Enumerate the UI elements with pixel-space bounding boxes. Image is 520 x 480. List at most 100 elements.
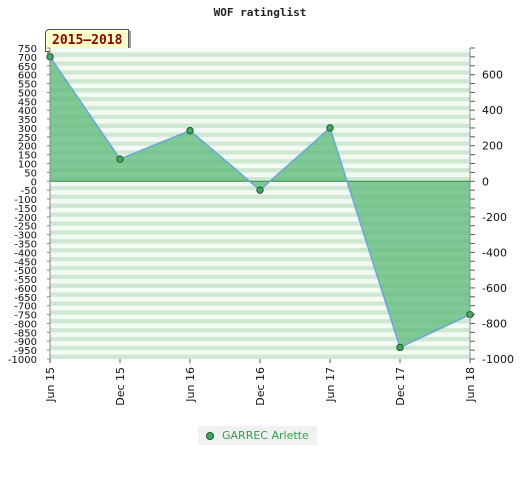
left-tick-label: -50	[21, 186, 37, 197]
left-tick-label: 100	[18, 160, 37, 171]
background-band	[50, 221, 470, 226]
background-band	[50, 296, 470, 302]
background-band	[50, 230, 470, 235]
legend-series-label: GARREC Arlette	[222, 429, 309, 442]
background-band	[50, 261, 470, 266]
right-tick-label: -200	[482, 211, 507, 224]
legend-marker-icon	[206, 432, 214, 440]
background-band	[50, 310, 470, 315]
background-band	[50, 70, 470, 75]
background-band	[50, 332, 470, 337]
x-tick-label: Dec 17	[394, 367, 407, 406]
background-band	[50, 145, 470, 151]
background-band	[50, 136, 470, 142]
series-area	[50, 56, 470, 348]
right-tick-label: -1000	[482, 353, 514, 366]
background-band	[50, 341, 470, 346]
background-band	[50, 287, 470, 293]
background-band	[50, 314, 470, 320]
background-band	[50, 194, 470, 200]
x-tick-label: Jun 18	[464, 367, 477, 403]
background-band	[50, 176, 470, 182]
left-tick-label: -950	[14, 346, 37, 357]
left-tick-label: 250	[18, 133, 37, 144]
background-band	[50, 350, 470, 355]
background-band	[50, 203, 470, 208]
right-tick-label: 0	[482, 175, 489, 188]
right-tick-label: -800	[482, 317, 507, 330]
background-band	[50, 212, 470, 217]
background-band	[50, 87, 470, 93]
left-tick-label: -150	[14, 204, 37, 215]
data-point	[116, 155, 124, 163]
background-band	[50, 234, 470, 240]
background-band	[50, 83, 470, 88]
x-tick-label: Dec 16	[254, 367, 267, 406]
left-tick-label: 350	[18, 115, 37, 126]
right-tick-label: 400	[482, 104, 503, 117]
background-band	[50, 154, 470, 160]
left-tick-label: -400	[14, 248, 37, 259]
background-band	[50, 167, 470, 173]
left-tick-label: 600	[18, 71, 37, 82]
left-tick-label: 0	[31, 177, 37, 188]
chart-legend: GARREC Arlette	[198, 426, 317, 445]
x-tick-label: Dec 15	[114, 367, 127, 406]
right-tick-label: 200	[482, 140, 503, 153]
background-band	[50, 159, 470, 164]
left-tick-label: -500	[14, 266, 37, 277]
background-band	[50, 327, 470, 333]
left-tick-label: -700	[14, 302, 37, 313]
background-band	[50, 163, 470, 168]
background-band	[50, 101, 470, 106]
left-tick-label: 150	[18, 151, 37, 162]
background-band	[50, 123, 470, 128]
left-tick-label: -450	[14, 257, 37, 268]
background-band	[50, 199, 470, 204]
right-tick-label: -600	[482, 282, 507, 295]
left-tick-label: -900	[14, 337, 37, 348]
left-tick-label: 450	[18, 97, 37, 108]
background-band	[50, 114, 470, 120]
background-band	[50, 292, 470, 297]
background-band	[50, 252, 470, 257]
left-tick-label: 500	[18, 88, 37, 99]
background-band	[50, 216, 470, 222]
background-band	[50, 150, 470, 155]
background-band	[50, 336, 470, 342]
background-band	[50, 265, 470, 271]
background-band	[50, 48, 470, 53]
x-tick-label: Jun 17	[324, 367, 337, 403]
left-tick-label: -850	[14, 328, 37, 339]
background-band	[50, 301, 470, 306]
x-tick-label: Jun 15	[44, 367, 57, 403]
background-band	[50, 256, 470, 262]
left-tick-label: 650	[18, 62, 37, 73]
x-tick-label: Jun 16	[184, 367, 197, 403]
background-band	[50, 141, 470, 146]
right-tick-label: 600	[482, 69, 503, 82]
background-band	[50, 305, 470, 311]
background-band	[50, 119, 470, 124]
background-band	[50, 239, 470, 244]
background-band	[50, 96, 470, 102]
background-band	[50, 243, 470, 248]
background-band	[50, 110, 470, 115]
data-point	[186, 126, 194, 135]
background-band	[50, 345, 470, 351]
data-point	[396, 343, 404, 352]
background-band	[50, 283, 470, 288]
right-tick-label: -400	[482, 246, 507, 259]
background-band	[50, 74, 470, 80]
chart-title: WOF ratinglist	[213, 6, 307, 19]
background-band	[50, 52, 470, 57]
background-band	[50, 79, 470, 84]
left-tick-label: -250	[14, 222, 37, 233]
background-band	[50, 354, 470, 359]
background-band	[50, 247, 470, 253]
left-tick-label: 200	[18, 142, 37, 153]
background-band	[50, 56, 470, 62]
left-tick-label: -650	[14, 293, 37, 304]
background-band	[50, 323, 470, 328]
